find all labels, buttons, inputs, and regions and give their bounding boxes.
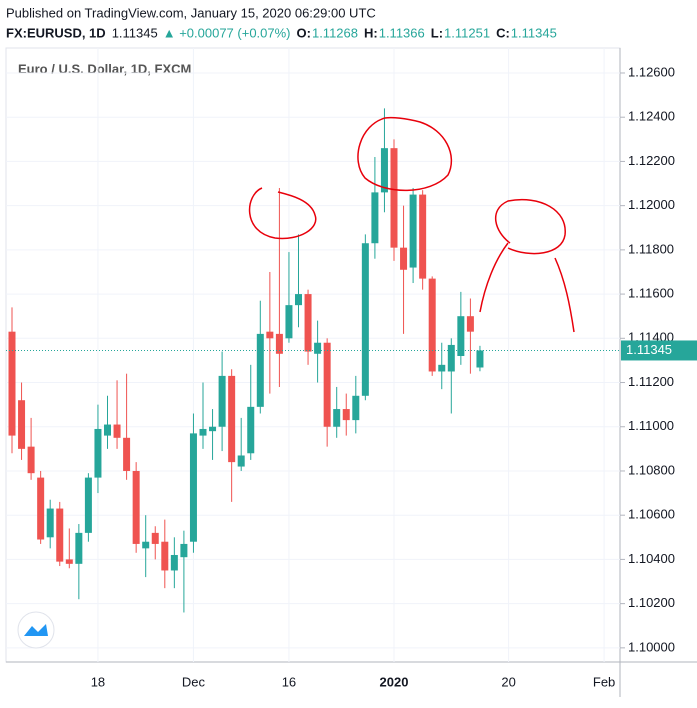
candle-body (371, 192, 379, 244)
candle-body (123, 437, 131, 471)
candle-body (275, 333, 283, 354)
ohlc-value: 1.11366 (379, 25, 425, 40)
candle-body (27, 446, 35, 474)
symbol-line: FX:EURUSD, 1D (6, 25, 106, 40)
y-tick-label: 1.12400 (628, 109, 675, 124)
candle-body (104, 424, 111, 436)
candle-body (65, 559, 73, 564)
candle-body (46, 508, 54, 538)
candle-body (75, 532, 83, 564)
candle-body (295, 294, 302, 306)
x-tick-label: 16 (282, 674, 296, 689)
x-tick-label: Dec (182, 674, 206, 689)
candle-body (170, 554, 178, 571)
annotation-circle (357, 116, 453, 192)
ohlc-label: C: (496, 25, 510, 40)
candle-body (84, 477, 92, 533)
annotation-line (554, 257, 575, 333)
y-tick-label: 1.10000 (628, 639, 675, 654)
candle-body (209, 426, 217, 432)
annotation-circle (248, 187, 317, 240)
candle-body (428, 278, 436, 372)
x-tick-label: 18 (91, 674, 105, 689)
candle-body (285, 305, 293, 339)
candle-body (161, 541, 169, 571)
y-tick-label: 1.12600 (628, 64, 675, 79)
y-tick-label: 1.12000 (628, 197, 675, 212)
candle-body (94, 428, 102, 478)
candle-body (266, 331, 274, 339)
x-tick-label: 2020 (380, 674, 409, 689)
candle-body (342, 409, 350, 421)
candle-body (256, 333, 264, 407)
ohlc-label: H: (364, 25, 378, 40)
candle-body (400, 247, 408, 270)
candle-body (18, 400, 26, 449)
candle-body (228, 375, 236, 463)
symbol: FX:EURUSD, 1D (6, 25, 106, 40)
marks (6, 48, 620, 662)
candle-body (457, 316, 465, 356)
logo-icon (24, 624, 48, 636)
annotation-circle (495, 199, 566, 255)
candle-body (314, 342, 322, 354)
ohlc-value: 1.11345 (511, 25, 557, 40)
candle-body (8, 331, 16, 436)
candle-body (447, 344, 455, 372)
candle-body (466, 316, 474, 332)
candle-body (132, 470, 140, 544)
last-price: 1.11345 (112, 25, 158, 40)
candle-body (419, 194, 427, 279)
y-tick-label: 1.11800 (628, 241, 674, 256)
candle-body (56, 508, 64, 562)
y-tick-label: 1.10400 (628, 551, 675, 566)
annotations (248, 116, 575, 333)
y-tick-label: 1.12200 (628, 153, 675, 168)
ohlc-value: 1.11268 (312, 25, 358, 40)
candle-body (390, 148, 398, 248)
candle-body (380, 148, 388, 193)
last-price-label: 1.11345 (626, 342, 672, 357)
candle-body (180, 543, 188, 558)
candle-body (304, 294, 312, 352)
chart-title: Euro / U.S. Dollar, 1D, FXCM (18, 61, 191, 76)
candle-body (438, 364, 446, 372)
y-tick-label: 1.10600 (628, 507, 675, 522)
candle-body (333, 409, 341, 427)
candle-body (361, 243, 369, 396)
last-price-tag (621, 340, 697, 361)
published-line: Published on TradingView.com, January 15… (6, 5, 376, 20)
annotation-line (479, 242, 509, 313)
ohlc-label: O: (297, 25, 311, 40)
y-tick-label: 1.11200 (628, 374, 674, 389)
y-tick-label: 1.10800 (628, 462, 675, 477)
ohlc-value: 1.11251 (444, 25, 490, 40)
candle-body (151, 532, 159, 544)
candle-body (37, 477, 45, 540)
candle-body (113, 424, 121, 438)
candle-body (352, 395, 360, 421)
x-tick-label: 20 (501, 674, 515, 689)
candle-body (476, 350, 484, 368)
y-tick-label: 1.10200 (628, 595, 675, 610)
ohlc-label: L: (431, 25, 443, 40)
candle-body (218, 375, 226, 427)
candle-body (142, 541, 150, 549)
candle-body (323, 342, 331, 427)
y-tick-label: 1.11600 (628, 286, 674, 301)
candle-body (199, 428, 207, 436)
price-change: ▲ +0.00077 (+0.07%) (163, 25, 291, 40)
candle-body (247, 406, 255, 454)
x-tick-label: Feb (593, 674, 615, 689)
candle-body (237, 455, 245, 467)
candle-body (189, 433, 197, 542)
y-tick-label: 1.11000 (628, 418, 674, 433)
candle-body (409, 194, 417, 268)
